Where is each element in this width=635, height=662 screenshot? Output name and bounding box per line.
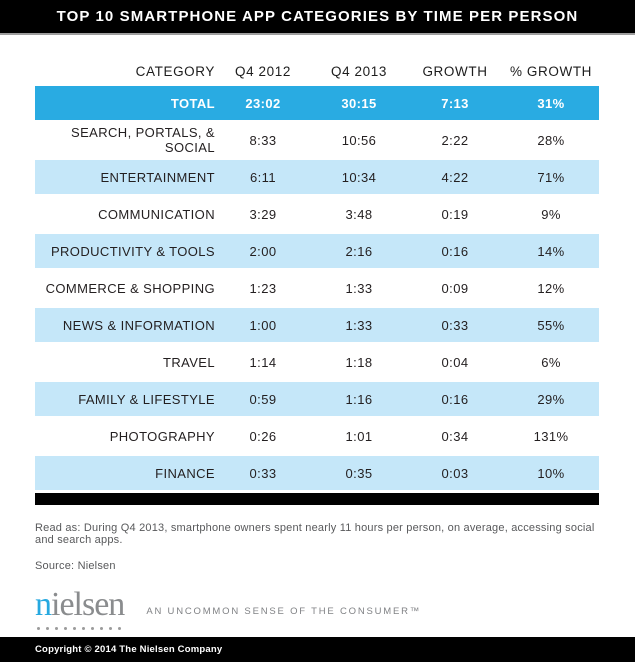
value-cell: 55% (537, 317, 565, 333)
value-cell: 10:56 (341, 132, 377, 148)
nielsen-logo-first-letter: n (35, 586, 52, 623)
data-table: CATEGORY Q4 2012 Q4 2013 GROWTH % GROWTH… (35, 56, 599, 505)
nielsen-logo-rest: ielsen (51, 586, 125, 623)
value-cell: 1:00 (249, 317, 277, 333)
value-cell: 2:22 (441, 132, 469, 148)
column-header-q4-2013: Q4 2013 (331, 63, 387, 79)
value-cell: 10% (537, 465, 565, 481)
value-cell: 1:14 (249, 354, 277, 370)
value-cell: 0:16 (441, 391, 469, 407)
value-cell: 131% (533, 428, 569, 444)
category-cell: ENTERTAINMENT (100, 169, 215, 185)
value-cell: 0:19 (441, 206, 469, 222)
value-cell: 0:16 (441, 243, 469, 259)
category-cell: SEARCH, PORTALS, & SOCIAL (71, 125, 215, 155)
table-row: PHOTOGRAPHY 0:26 1:01 0:34 131% (35, 419, 599, 453)
value-cell: 3:48 (345, 206, 373, 222)
category-cell: PHOTOGRAPHY (109, 428, 215, 444)
value-cell: 0:33 (249, 465, 277, 481)
value-cell: 1:33 (345, 280, 373, 296)
value-cell: 23:02 (245, 95, 281, 111)
value-cell: 0:34 (441, 428, 469, 444)
table-row: COMMERCE & SHOPPING 1:23 1:33 0:09 12% (35, 271, 599, 305)
value-cell: 10:34 (341, 169, 377, 185)
table-row: TRAVEL 1:14 1:18 0:04 6% (35, 345, 599, 379)
value-cell: 0:04 (441, 354, 469, 370)
nielsen-logo-text: nielsen (35, 588, 125, 622)
value-cell: 2:00 (249, 243, 277, 259)
value-cell: 1:18 (345, 354, 373, 370)
nielsen-logo-dots (35, 626, 124, 630)
category-cell: TRAVEL (162, 354, 215, 370)
table-row: TOTAL 23:02 30:15 7:13 31% (35, 86, 599, 120)
table-row: NEWS & INFORMATION 1:00 1:33 0:33 55% (35, 308, 599, 342)
value-cell: 1:01 (345, 428, 373, 444)
value-cell: 6:11 (250, 169, 276, 185)
value-cell: 0:59 (249, 391, 277, 407)
category-cell: COMMERCE & SHOPPING (45, 280, 215, 296)
value-cell: 1:33 (345, 317, 373, 333)
value-cell: 31% (537, 95, 565, 111)
nielsen-tagline: AN UNCOMMON SENSE OF THE CONSUMER™ (146, 605, 422, 617)
value-cell: 0:33 (441, 317, 469, 333)
table-row: COMMUNICATION 3:29 3:48 0:19 9% (35, 197, 599, 231)
table-header-row: CATEGORY Q4 2012 Q4 2013 GROWTH % GROWTH (35, 56, 599, 86)
page-title: TOP 10 SMARTPHONE APP CATEGORIES BY TIME… (56, 8, 579, 25)
value-cell: 0:03 (441, 465, 469, 481)
column-header-growth: GROWTH (422, 63, 488, 79)
category-cell: FINANCE (155, 465, 215, 481)
value-cell: 0:09 (441, 280, 469, 296)
value-cell: 12% (537, 280, 565, 296)
read-as-note: Read as: During Q4 2013, smartphone owne… (35, 522, 595, 546)
footer-bar: Copyright © 2014 The Nielsen Company (0, 637, 635, 662)
table-row: SEARCH, PORTALS, & SOCIAL 8:33 10:56 2:22 28… (35, 123, 599, 157)
table-end-bar (35, 493, 599, 505)
logo-row: nielsen AN UNCOMMON SENSE OF THE CONSUME… (35, 588, 600, 630)
value-cell: 30:15 (341, 95, 377, 111)
title-bar: TOP 10 SMARTPHONE APP CATEGORIES BY TIME… (0, 0, 635, 35)
table-row: FAMILY & LIFESTYLE 0:59 1:16 0:16 29% (35, 382, 599, 416)
nielsen-logo: nielsen (35, 588, 125, 630)
table-row: FINANCE 0:33 0:35 0:03 10% (35, 456, 599, 490)
value-cell: 7:13 (441, 95, 469, 111)
value-cell: 1:23 (249, 280, 277, 296)
value-cell: 29% (537, 391, 565, 407)
column-header-category: CATEGORY (135, 63, 215, 79)
table-row: ENTERTAINMENT 6:11 10:34 4:22 71% (35, 160, 599, 194)
value-cell: 0:26 (249, 428, 277, 444)
value-cell: 0:35 (345, 465, 373, 481)
category-cell: NEWS & INFORMATION (62, 317, 215, 333)
value-cell: 71% (537, 169, 565, 185)
value-cell: 4:22 (441, 169, 469, 185)
value-cell: 3:29 (249, 206, 277, 222)
category-cell: COMMUNICATION (98, 206, 215, 222)
table-row: PRODUCTIVITY & TOOLS 2:00 2:16 0:16 14% (35, 234, 599, 268)
column-header-pct-growth: % GROWTH (509, 63, 593, 79)
value-cell: 1:16 (345, 391, 373, 407)
value-cell: 8:33 (249, 132, 277, 148)
table-body: TOTAL 23:02 30:15 7:13 31% SEARCH, PORTALS, &… (35, 86, 599, 490)
column-header-q4-2012: Q4 2012 (235, 63, 291, 79)
category-cell: TOTAL (170, 95, 215, 111)
value-cell: 2:16 (345, 243, 373, 259)
value-cell: 9% (541, 206, 561, 222)
category-cell: FAMILY & LIFESTYLE (78, 391, 215, 407)
value-cell: 14% (537, 243, 565, 259)
source-note: Source: Nielsen (35, 560, 116, 572)
category-cell: PRODUCTIVITY & TOOLS (50, 243, 215, 259)
copyright-text: Copyright © 2014 The Nielsen Company (35, 644, 223, 655)
value-cell: 6% (541, 354, 561, 370)
value-cell: 28% (537, 132, 565, 148)
